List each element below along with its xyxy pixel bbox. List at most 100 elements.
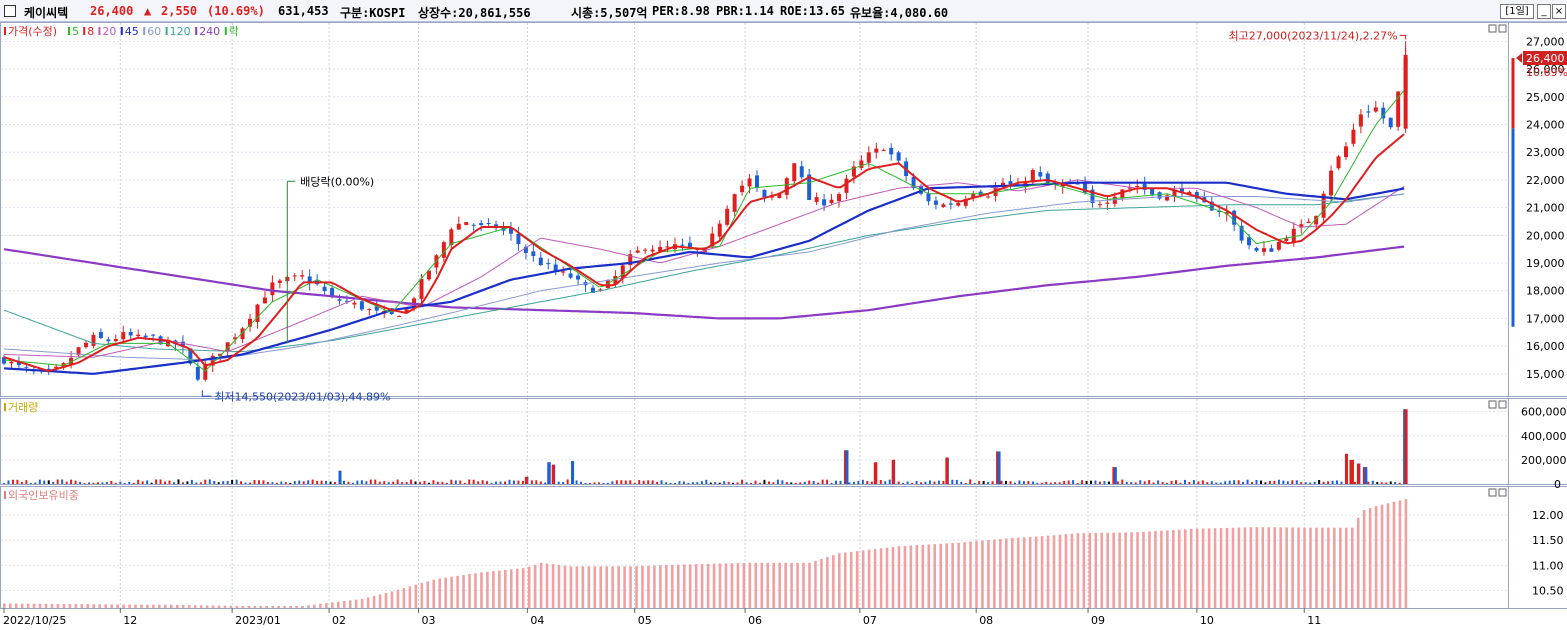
foreign-ratio-bar (104, 604, 107, 608)
price-candle (859, 160, 864, 168)
volume-bar (204, 479, 207, 484)
foreign-ratio-bar (1255, 527, 1259, 608)
volume-bar (477, 481, 480, 484)
price-candle (277, 280, 282, 283)
volume-bar (928, 480, 931, 484)
volume-bar (1215, 482, 1218, 484)
volume-bar (1076, 483, 1079, 484)
price-candle (195, 366, 200, 380)
volume-bar (262, 480, 265, 484)
volume-bar (213, 480, 216, 484)
foreign-ratio-bar (414, 584, 418, 608)
listed-shares: 상장수:20,861,556 (418, 6, 531, 20)
volume-bar (776, 479, 779, 484)
volume-bar (347, 481, 350, 484)
foreign-ratio-bar (1028, 536, 1032, 608)
volume-bar (401, 482, 404, 484)
price-candle (643, 249, 648, 251)
volume-bar (235, 479, 238, 484)
volume-bar (911, 482, 914, 484)
foreign-ratio-bar (760, 562, 764, 608)
volume-bar (750, 482, 753, 484)
foreign-ratio-bar (1207, 528, 1211, 608)
volume-bar (718, 482, 721, 484)
foreign-ratio-bar (259, 605, 263, 608)
period-button[interactable]: [1일] (1500, 4, 1534, 19)
close-button[interactable]: × (1552, 4, 1566, 19)
foreign-ratio-bar (1356, 517, 1360, 608)
volume-bar (1237, 480, 1240, 484)
volume-bar (879, 480, 882, 484)
price-candle (1284, 238, 1289, 242)
volume-bar (588, 482, 591, 484)
foreign-ratio-bar (772, 562, 776, 608)
volume-bar (1242, 481, 1245, 484)
volume-bar (1018, 480, 1021, 484)
foreign-ratio-bar (1362, 510, 1366, 608)
price-candle (1291, 228, 1296, 242)
volume-bar (275, 482, 278, 484)
foreign-ratio-bar (211, 605, 215, 608)
foreign-ratio-bar (319, 603, 322, 608)
foreign-ratio-bar (730, 563, 734, 608)
foreign-ratio-bar (1243, 527, 1247, 608)
foreign-ratio-bar (402, 588, 406, 608)
foreign-ratio-bar (861, 550, 865, 608)
price-candle (844, 178, 849, 193)
price-candle (523, 246, 528, 253)
foreign-ratio-bar (1076, 533, 1080, 608)
price-candle (590, 287, 595, 293)
price-axis-tick: 16,000 (1526, 340, 1565, 353)
volume-bar (1331, 480, 1334, 484)
volume-bar (629, 480, 632, 484)
legend-item: 8 (87, 25, 94, 38)
foreign-axis-tick: 12.00 (1532, 509, 1564, 522)
volume-bar (544, 482, 547, 484)
volume-bar (1157, 480, 1160, 484)
volume-bar (342, 480, 345, 484)
foreign-ratio-bar (676, 564, 680, 608)
axis-labels: 15,000 16,000 17,000 18,000 19,000 20,000 21,0… (3, 35, 1567, 627)
price-candle (710, 233, 715, 247)
volume-bar (481, 480, 484, 484)
volume-bar (1353, 481, 1356, 484)
foreign-ratio-bar (897, 546, 901, 608)
volume-bar (137, 479, 140, 484)
volume-bar (852, 481, 855, 484)
moving-average-ma8 (3, 133, 1405, 373)
volume-bar (486, 481, 489, 484)
foreign-ratio-bar (122, 604, 125, 608)
price-candle (1224, 212, 1229, 215)
volume-bar (1130, 482, 1133, 484)
foreign-ratio-bar (1327, 527, 1330, 608)
price-candle (233, 337, 238, 340)
select-checkbox[interactable] (4, 5, 16, 17)
price-candle (255, 304, 260, 322)
foreign-ratio-bar (1404, 499, 1408, 608)
price-candle (128, 332, 133, 336)
foreign-ratio-bar (277, 605, 280, 608)
foreign-ratio-bar (408, 586, 412, 608)
price-candle (680, 244, 685, 246)
foreign-ratio-bar (748, 562, 752, 608)
volume-bar (891, 459, 895, 484)
foreign-ratio-bar (1058, 534, 1062, 608)
volume-bar (673, 482, 676, 484)
foreign-ratio-bar (1094, 532, 1098, 608)
volume-axis-tick: 400,000 (1521, 430, 1567, 443)
volume-bar (92, 482, 95, 484)
volume-bar (1318, 480, 1321, 484)
volume-bar (378, 481, 381, 484)
price-panel: 배당락(0.00%) 최고27,000(2023/11/24),2.27% 최저14… (2, 29, 1408, 403)
foreign-ratio-bar (921, 544, 925, 608)
foreign-ratio-bar (611, 566, 614, 608)
volume-bar (557, 481, 560, 484)
volume-bar (195, 482, 198, 484)
minimize-button[interactable]: _ (1537, 4, 1551, 19)
foreign-ratio-bar (814, 560, 817, 608)
volume-bar (25, 480, 28, 484)
x-axis-label: 02 (332, 614, 346, 627)
volume-bar (65, 481, 68, 484)
volume-bar (799, 482, 802, 484)
